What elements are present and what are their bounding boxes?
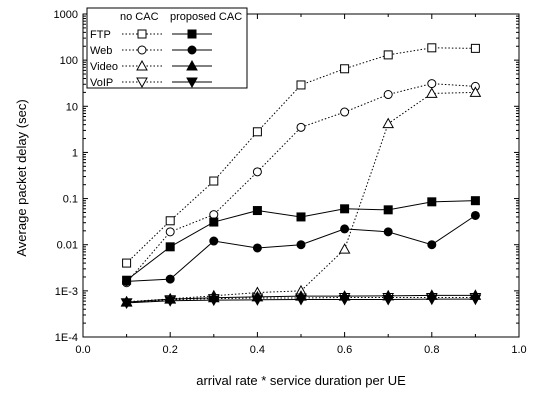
data-point-nocac-web [209, 210, 219, 220]
series-line-nocac-video [126, 91, 476, 303]
legend-label-voip: VoIP [90, 77, 113, 89]
x-tick-label: 1.0 [511, 344, 526, 356]
data-point-nocac-web [340, 107, 350, 117]
data-point-cac-voip [425, 294, 438, 306]
legend-marker-nocac-video [136, 59, 148, 71]
legend-marker-nocac-web [137, 45, 147, 55]
series-line-nocac-voip [126, 296, 476, 304]
legend-marker-cac-voip [186, 77, 198, 89]
y-tick-label: 1000 [54, 9, 78, 21]
x-tick-label: 0.4 [250, 344, 265, 356]
series-nocac-web [122, 79, 480, 288]
data-point-nocac-web [383, 90, 393, 100]
data-point-nocac-web [427, 79, 437, 89]
data-point-cac-ftp [340, 204, 350, 214]
legend: no CAC proposed CAC FTP Web Video VoIP [86, 7, 248, 89]
legend-label-video: Video [90, 61, 118, 73]
x-tick-label: 0.8 [424, 344, 439, 356]
data-point-cac-voip [382, 294, 395, 306]
data-point-nocac-web [252, 167, 262, 177]
series-cac-voip [120, 294, 482, 309]
x-axis-title: arrival rate * service duration per UE [196, 373, 406, 388]
y-tick-label: 1 [72, 147, 78, 159]
legend-label-web: Web [90, 45, 112, 57]
data-point-cac-ftp [383, 205, 393, 215]
data-point-nocac-web [296, 122, 306, 132]
y-tick-label: 1E-3 [55, 286, 78, 298]
y-tick-label: 10 [66, 101, 78, 113]
series-line-nocac-web [126, 83, 476, 284]
data-point-cac-web [165, 274, 175, 284]
y-tick-label: 1E-4 [55, 332, 78, 344]
data-point-nocac-ftp [165, 216, 175, 226]
data-point-nocac-video [382, 117, 395, 129]
data-point-cac-web [470, 210, 480, 220]
x-tick-label: 0.6 [337, 344, 352, 356]
data-point-cac-web [209, 236, 219, 246]
data-point-nocac-ftp [383, 50, 393, 60]
data-point-nocac-ftp [340, 64, 350, 74]
x-tick-label: 0.0 [75, 344, 90, 356]
legend-marker-cac-video [186, 59, 198, 71]
series-nocac-ftp [122, 43, 480, 268]
legend-header-no-cac: no CAC [120, 11, 159, 23]
y-tick-label: 0.1 [63, 194, 78, 206]
data-point-cac-web [383, 227, 393, 237]
data-point-cac-voip [469, 294, 482, 306]
data-point-cac-voip [295, 294, 307, 306]
legend-marker-cac-ftp [187, 29, 197, 39]
data-point-nocac-video [469, 86, 482, 97]
data-point-cac-ftp [427, 197, 437, 207]
data-point-cac-voip [251, 295, 264, 306]
data-point-cac-voip [164, 296, 177, 307]
data-point-cac-ftp [470, 196, 480, 206]
data-point-cac-web [122, 276, 132, 286]
data-point-cac-web [296, 240, 306, 250]
data-point-nocac-video [338, 243, 351, 254]
legend-box [86, 7, 248, 89]
series-nocac-video [120, 86, 482, 307]
y-tick-label: 100 [60, 55, 78, 67]
data-point-cac-web [252, 243, 262, 253]
series-cac-web [122, 210, 480, 286]
series-layer [120, 43, 482, 309]
data-point-nocac-ftp [296, 80, 306, 90]
data-point-cac-ftp [209, 217, 219, 227]
data-point-nocac-ftp [122, 258, 132, 268]
legend-label-ftp: FTP [90, 29, 111, 41]
data-point-nocac-video [425, 87, 438, 98]
data-point-nocac-ftp [209, 176, 219, 186]
data-point-cac-voip [207, 295, 220, 307]
data-point-cac-web [340, 224, 350, 234]
data-point-nocac-ftp [427, 43, 437, 53]
data-point-cac-web [427, 240, 437, 250]
data-point-cac-ftp [252, 206, 262, 216]
legend-marker-nocac-voip [136, 77, 148, 89]
data-point-cac-ftp [296, 212, 306, 222]
y-tick-label: 0.01 [57, 240, 78, 252]
legend-marker-cac-web [187, 45, 197, 55]
y-axis-title: Average packet delay (sec) [14, 99, 29, 256]
axes: 0.0 0.2 0.4 0.6 0.8 1.0 1E-4 1E-3 0.01 0.1 1 10 100 1… [54, 9, 527, 356]
data-point-cac-voip [338, 294, 351, 306]
legend-marker-nocac-ftp [137, 29, 147, 39]
data-point-cac-voip [120, 298, 133, 309]
data-point-nocac-ftp [252, 127, 262, 137]
x-tick-label: 0.2 [163, 344, 178, 356]
legend-header-proposed-cac: proposed CAC [170, 11, 242, 23]
data-point-nocac-web [165, 227, 175, 237]
data-point-cac-ftp [165, 242, 175, 252]
data-point-nocac-ftp [470, 43, 480, 53]
